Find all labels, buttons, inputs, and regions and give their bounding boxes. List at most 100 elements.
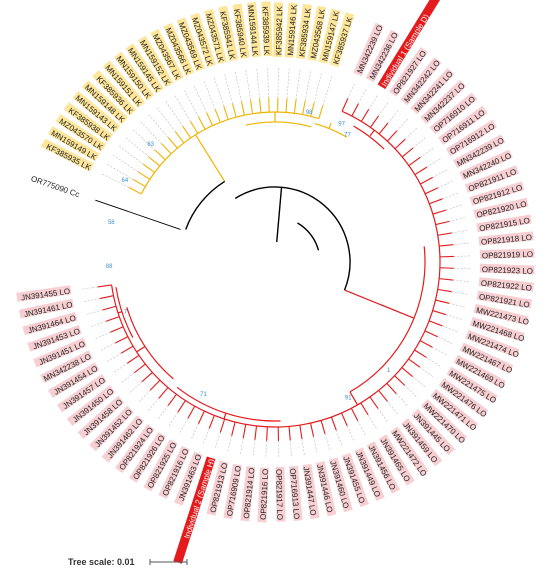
tip-label-background (82, 80, 129, 125)
leader-line (426, 158, 441, 168)
leader-line (84, 298, 100, 303)
lk-stem (195, 134, 226, 182)
tip-branch (394, 138, 406, 150)
tip-branch (414, 349, 427, 358)
tip-label-background (328, 457, 353, 513)
tip-label-background (478, 231, 534, 246)
leader-line (240, 438, 244, 454)
tip-branch (174, 131, 185, 144)
leader-line (147, 113, 169, 138)
leader-line (451, 291, 468, 295)
tip-branch (143, 163, 155, 174)
leader-line (453, 279, 470, 282)
tree-branches (95, 98, 454, 441)
tip-branch (141, 371, 153, 383)
leader-line (387, 110, 399, 124)
leader-line (304, 70, 312, 101)
lo-branch (223, 413, 227, 420)
leader-line (313, 436, 318, 453)
tip-label-group: JN391455 LO (16, 285, 72, 302)
leader-line (322, 75, 333, 106)
tip-branch (439, 244, 454, 247)
tip-label-background (55, 113, 107, 152)
tip-branch (341, 412, 348, 427)
tip-label-background (307, 5, 327, 62)
tip-label-background (429, 92, 478, 135)
tip-label-background (377, 0, 443, 90)
leader-line (267, 67, 270, 99)
tip-label-background (476, 290, 532, 309)
tip-branch (268, 98, 270, 113)
tip-branch (369, 396, 379, 409)
leader-line (138, 390, 151, 402)
leader-line (81, 286, 98, 290)
tip-branch (240, 101, 245, 116)
leader-line (245, 69, 251, 100)
tip-branch (99, 295, 114, 300)
leader-line (368, 95, 378, 110)
leader-line (179, 418, 189, 433)
tip-label-background (125, 43, 164, 94)
bootstrap-value: 1 (387, 368, 391, 374)
tip-branch (401, 147, 414, 158)
leader-line (404, 127, 418, 140)
tip-label-background (41, 138, 94, 172)
tip-label-background (72, 90, 121, 133)
tip-label-background (400, 418, 443, 467)
tip-label-background (365, 29, 400, 83)
tip-branch (134, 363, 146, 374)
tip-branch (254, 425, 258, 440)
tip-branch (242, 424, 247, 439)
tip-label-background (143, 439, 178, 492)
leader-line (158, 405, 169, 419)
tip-label-background (341, 452, 369, 508)
tip-label-background (438, 105, 488, 145)
tip-label-background (48, 126, 100, 162)
tip-branch (320, 420, 326, 435)
tip-branch (435, 299, 450, 304)
tip-branch (102, 305, 117, 311)
tip-branch (424, 187, 439, 195)
tip-label-background (465, 329, 520, 358)
leader-line (252, 439, 256, 456)
tip-branch (394, 375, 406, 386)
leader-line (346, 425, 354, 441)
tip-label-background (18, 298, 75, 319)
leader-line (451, 230, 468, 234)
leader-line (347, 83, 355, 99)
tip-branch (302, 100, 306, 115)
tip-branch (408, 156, 421, 166)
outgroup-label-group: OR775090 Cc (30, 174, 81, 199)
tip-label-group: OP821918 LO (478, 231, 534, 247)
tip-label-background (410, 68, 455, 115)
leader-line (301, 438, 305, 455)
leader-line (100, 342, 116, 351)
tip-branch (341, 98, 349, 112)
tip-label-background (479, 263, 535, 275)
leader-line (453, 242, 470, 245)
tip-label: OP821922 LO (480, 279, 532, 293)
leader-line (412, 376, 426, 387)
tip-label-background (89, 405, 134, 452)
leader-line (213, 76, 225, 107)
tip-label-background (411, 409, 455, 456)
tip-branch (386, 382, 397, 394)
tip-label-group: OP821914 LO (240, 466, 257, 522)
bootstrap-value: 97 (338, 121, 345, 127)
tip-label-background (430, 388, 479, 431)
leader-line (106, 163, 134, 180)
tip-branch (401, 367, 413, 377)
tip-branch (330, 416, 337, 431)
tip-branch (439, 278, 454, 281)
tip-label-group: OP821923 LO (479, 263, 535, 276)
tip-branch (232, 103, 237, 118)
leader-line (357, 420, 366, 436)
tip-label-background (318, 8, 341, 64)
leader-line (148, 398, 160, 411)
tip-label-background (27, 325, 82, 352)
tip-label-background (473, 197, 529, 219)
leader-line (129, 381, 143, 393)
tip-branch (154, 149, 166, 161)
tip-branch (197, 410, 205, 425)
lk-clade-arc (140, 111, 320, 195)
